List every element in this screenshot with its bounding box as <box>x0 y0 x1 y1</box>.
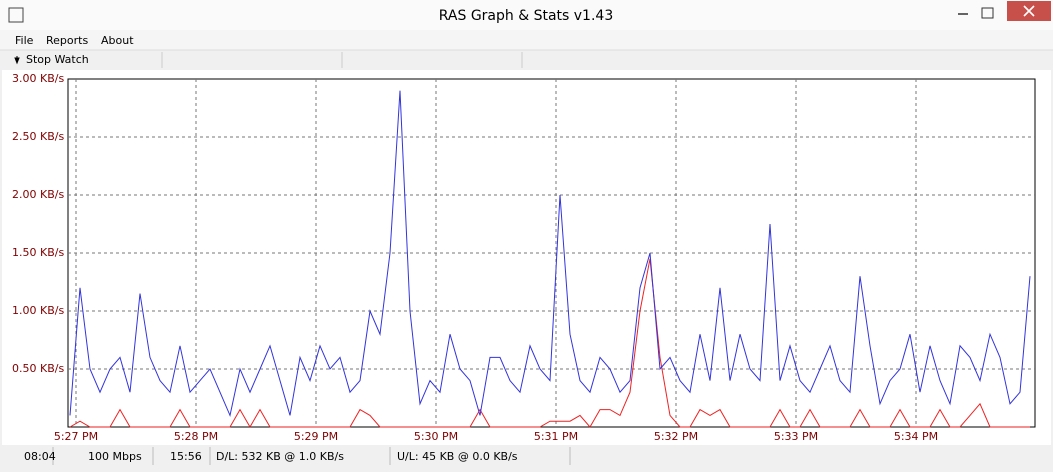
series-line <box>69 258 1030 429</box>
x-tick-label: 5:27 PM <box>54 430 98 443</box>
menu-item[interactable]: Reports <box>46 34 88 47</box>
status-text: 08:04 <box>24 450 56 463</box>
y-tick-label: 3.00 KB/s <box>12 72 64 85</box>
x-tick-label: 5:28 PM <box>174 430 218 443</box>
y-tick-label: 2.50 KB/s <box>12 130 64 143</box>
status-text: 100 Mbps <box>88 450 142 463</box>
status-text: U/L: 45 KB @ 0.0 KB/s <box>397 450 518 463</box>
menu-item[interactable]: About <box>101 34 134 47</box>
menu-bar <box>0 30 1053 50</box>
y-tick-label: 1.00 KB/s <box>12 304 64 317</box>
series-line <box>69 90 1031 418</box>
x-tick-label: 5:31 PM <box>534 430 578 443</box>
x-tick-label: 5:30 PM <box>414 430 458 443</box>
y-tick-label: 0.50 KB/s <box>12 362 64 375</box>
status-bar <box>0 446 1053 466</box>
x-tick-label: 5:33 PM <box>774 430 818 443</box>
y-tick-label: 1.50 KB/s <box>12 246 64 259</box>
x-tick-label: 5:32 PM <box>654 430 698 443</box>
stopwatch-icon <box>14 56 20 65</box>
y-tick-label: 2.00 KB/s <box>12 188 64 201</box>
status-text: 15:56 <box>170 450 202 463</box>
status-text: D/L: 532 KB @ 1.0 KB/s <box>216 450 344 463</box>
title-bar <box>0 0 1053 30</box>
window-title: RAS Graph & Stats v1.43 <box>439 8 613 24</box>
close-icon <box>1023 5 1035 17</box>
app-icon <box>8 7 24 23</box>
stopwatch-button[interactable]: Stop Watch <box>26 53 89 66</box>
x-tick-label: 5:29 PM <box>294 430 338 443</box>
menu-item[interactable]: File <box>15 34 34 47</box>
maximize-button[interactable] <box>981 7 994 19</box>
x-tick-label: 5:34 PM <box>894 430 938 443</box>
